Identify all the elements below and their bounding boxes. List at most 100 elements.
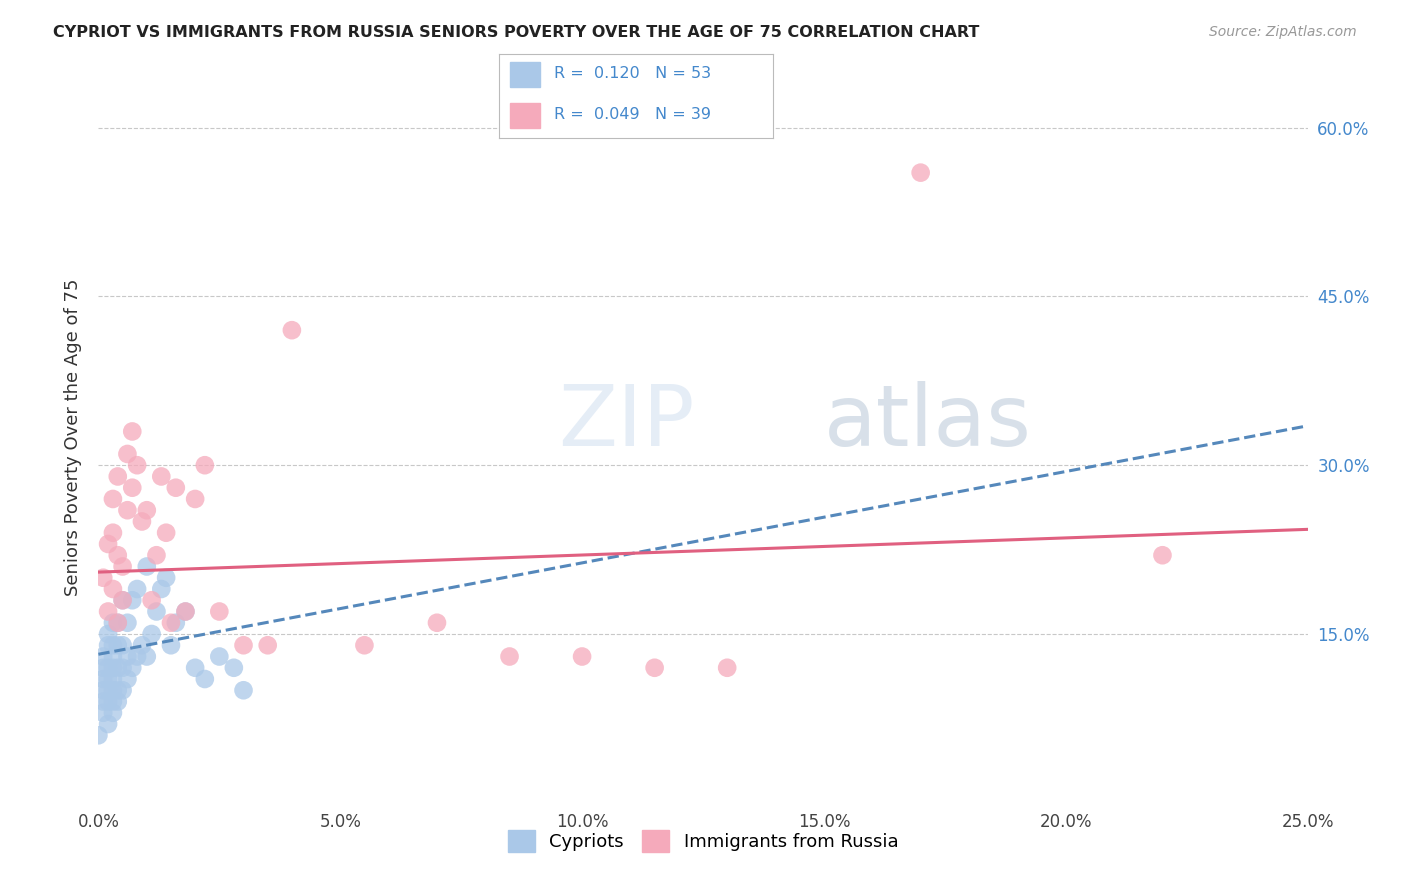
Point	[97, 672, 120, 686]
Point	[208, 605, 231, 619]
Point	[101, 638, 124, 652]
Point	[101, 694, 124, 708]
Point	[150, 469, 173, 483]
Bar	[510, 103, 540, 128]
Point	[101, 661, 124, 675]
Point	[97, 661, 120, 675]
Point	[91, 694, 114, 708]
Point	[121, 593, 143, 607]
Point	[232, 638, 254, 652]
Point	[194, 672, 217, 686]
Text: ZIP: ZIP	[558, 381, 695, 464]
Point	[101, 706, 124, 720]
Point	[184, 491, 207, 506]
Point	[208, 649, 231, 664]
Point	[184, 661, 207, 675]
Point	[91, 672, 114, 686]
Point	[107, 469, 129, 483]
Point	[194, 458, 217, 473]
Point	[155, 571, 177, 585]
Bar	[510, 62, 540, 87]
Point	[91, 571, 114, 585]
Legend: Cypriots, Immigrants from Russia: Cypriots, Immigrants from Russia	[501, 823, 905, 860]
Point	[97, 537, 120, 551]
Point	[121, 425, 143, 439]
Point	[97, 605, 120, 619]
Point	[101, 582, 124, 596]
Point	[644, 661, 666, 675]
Point	[107, 683, 129, 698]
Point	[174, 605, 197, 619]
Point	[111, 559, 134, 574]
Point	[111, 683, 134, 698]
Point	[107, 638, 129, 652]
Point	[97, 717, 120, 731]
Point	[121, 661, 143, 675]
Point	[353, 638, 375, 652]
Point	[135, 559, 157, 574]
Point	[222, 661, 245, 675]
Point	[91, 683, 114, 698]
Point	[111, 661, 134, 675]
Point	[91, 661, 114, 675]
Point	[127, 582, 149, 596]
Point	[498, 649, 520, 664]
Point	[97, 638, 120, 652]
Point	[121, 481, 143, 495]
Point	[101, 491, 124, 506]
Point	[101, 672, 124, 686]
Point	[117, 649, 139, 664]
Text: Source: ZipAtlas.com: Source: ZipAtlas.com	[1209, 25, 1357, 39]
Point	[107, 615, 129, 630]
Point	[716, 661, 738, 675]
Point	[174, 605, 197, 619]
Point	[131, 638, 153, 652]
Point	[426, 615, 449, 630]
Point	[165, 481, 187, 495]
Point	[256, 638, 278, 652]
Point	[111, 638, 134, 652]
Point	[135, 649, 157, 664]
Point	[281, 323, 304, 337]
Text: CYPRIOT VS IMMIGRANTS FROM RUSSIA SENIORS POVERTY OVER THE AGE OF 75 CORRELATION: CYPRIOT VS IMMIGRANTS FROM RUSSIA SENIOR…	[53, 25, 980, 40]
Text: R =  0.120   N = 53: R = 0.120 N = 53	[554, 66, 711, 81]
Y-axis label: Seniors Poverty Over the Age of 75: Seniors Poverty Over the Age of 75	[63, 278, 82, 596]
Point	[97, 694, 120, 708]
Point	[87, 728, 110, 742]
Point	[91, 706, 114, 720]
Point	[101, 615, 124, 630]
Point	[117, 615, 139, 630]
Text: R =  0.049   N = 39: R = 0.049 N = 39	[554, 107, 711, 122]
Point	[107, 615, 129, 630]
Point	[160, 615, 183, 630]
Point	[127, 649, 149, 664]
Point	[145, 605, 167, 619]
Point	[97, 683, 120, 698]
Point	[127, 458, 149, 473]
Point	[111, 593, 134, 607]
Point	[165, 615, 187, 630]
Point	[117, 503, 139, 517]
Point	[135, 503, 157, 517]
Point	[107, 661, 129, 675]
Point	[111, 593, 134, 607]
Text: atlas: atlas	[824, 381, 1032, 464]
Point	[150, 582, 173, 596]
Point	[107, 548, 129, 562]
Point	[160, 638, 183, 652]
Point	[131, 515, 153, 529]
Point	[101, 525, 124, 540]
Point	[117, 447, 139, 461]
Point	[155, 525, 177, 540]
Point	[91, 649, 114, 664]
Point	[145, 548, 167, 562]
Point	[910, 166, 932, 180]
Point	[571, 649, 593, 664]
Point	[107, 694, 129, 708]
Point	[1152, 548, 1174, 562]
Point	[101, 649, 124, 664]
Point	[117, 672, 139, 686]
Point	[141, 627, 163, 641]
Point	[97, 627, 120, 641]
Point	[141, 593, 163, 607]
